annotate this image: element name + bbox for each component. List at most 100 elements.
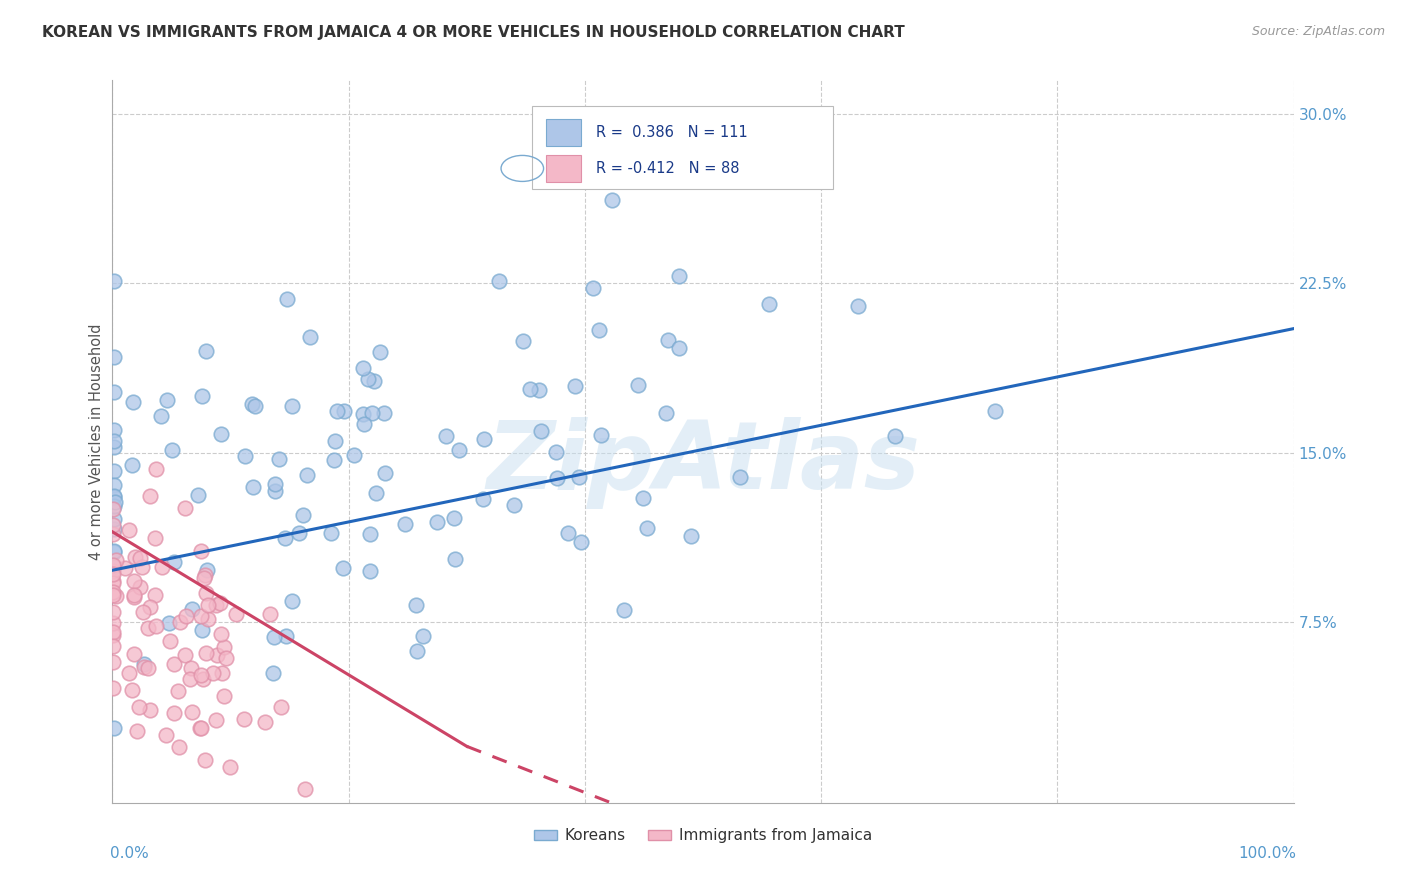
Point	[846, 300, 869, 314]
Point	[195, 586, 218, 600]
Point	[145, 588, 167, 602]
Point	[368, 345, 391, 359]
Point	[488, 274, 510, 288]
Point	[194, 753, 217, 767]
Point	[174, 501, 197, 516]
Point	[240, 397, 263, 411]
Point	[472, 432, 495, 446]
Text: KOREAN VS IMMIGRANTS FROM JAMAICA 4 OR MORE VEHICLES IN HOUSEHOLD CORRELATION CH: KOREAN VS IMMIGRANTS FROM JAMAICA 4 OR M…	[42, 25, 905, 40]
Point	[361, 406, 384, 420]
Point	[105, 589, 128, 603]
Point	[582, 281, 605, 295]
FancyBboxPatch shape	[531, 105, 832, 189]
Point	[984, 404, 1007, 418]
Point	[668, 342, 690, 356]
Point	[472, 491, 495, 506]
Point	[124, 588, 146, 602]
Point	[194, 343, 217, 358]
Point	[243, 399, 266, 413]
Point	[204, 713, 226, 727]
Point	[118, 523, 141, 537]
Point	[242, 480, 264, 494]
Point	[122, 574, 145, 589]
Point	[884, 428, 907, 442]
Point	[626, 377, 648, 392]
Point	[156, 392, 179, 407]
Text: R = -0.412   N = 88: R = -0.412 N = 88	[596, 161, 740, 176]
Point	[103, 385, 125, 400]
Point	[132, 660, 155, 674]
Point	[155, 728, 177, 742]
Point	[103, 274, 125, 288]
Point	[274, 531, 297, 545]
Point	[195, 563, 218, 577]
Point	[405, 644, 427, 658]
Point	[103, 499, 125, 513]
Text: R =  0.386   N = 111: R = 0.386 N = 111	[596, 125, 747, 140]
Point	[167, 739, 190, 754]
Point	[129, 551, 152, 566]
Point	[205, 648, 228, 662]
Point	[209, 596, 232, 610]
Point	[269, 452, 291, 467]
Point	[179, 672, 201, 686]
Point	[212, 640, 235, 654]
Point	[191, 624, 214, 638]
Point	[322, 452, 344, 467]
Point	[122, 395, 145, 409]
Point	[118, 666, 141, 681]
Point	[124, 550, 146, 565]
Point	[294, 782, 316, 797]
Point	[103, 721, 125, 735]
Point	[209, 627, 232, 641]
Point	[190, 543, 212, 558]
Point	[136, 661, 159, 675]
Point	[169, 615, 191, 629]
Point	[139, 489, 162, 503]
Point	[181, 601, 204, 615]
Point	[136, 621, 159, 635]
Point	[613, 603, 636, 617]
Point	[104, 553, 127, 567]
Point	[138, 600, 160, 615]
Point	[174, 608, 197, 623]
Point	[101, 574, 124, 588]
Point	[205, 598, 228, 612]
Point	[412, 629, 434, 643]
Point	[394, 516, 416, 531]
Point	[190, 721, 212, 735]
Legend: Koreans, Immigrants from Jamaica: Koreans, Immigrants from Jamaica	[527, 822, 879, 849]
Point	[101, 526, 124, 541]
Point	[679, 529, 702, 543]
Point	[103, 489, 125, 503]
Point	[298, 329, 321, 343]
Point	[131, 560, 153, 574]
Point	[101, 639, 124, 653]
FancyBboxPatch shape	[546, 154, 581, 182]
Point	[129, 580, 152, 594]
Point	[444, 552, 467, 566]
Point	[502, 499, 524, 513]
Point	[569, 534, 592, 549]
Text: Source: ZipAtlas.com: Source: ZipAtlas.com	[1251, 25, 1385, 38]
Text: 100.0%: 100.0%	[1237, 847, 1296, 861]
Point	[103, 423, 125, 437]
Point	[297, 467, 319, 482]
Point	[103, 434, 125, 448]
Point	[323, 434, 346, 448]
Point	[191, 389, 214, 403]
Point	[546, 471, 568, 485]
Point	[364, 486, 387, 500]
Point	[276, 293, 298, 307]
Point	[121, 682, 143, 697]
Point	[426, 516, 449, 530]
Point	[101, 615, 124, 630]
Point	[262, 666, 284, 681]
Point	[359, 527, 381, 541]
Point	[373, 406, 395, 420]
Point	[333, 404, 356, 418]
Point	[132, 657, 155, 672]
Point	[281, 594, 304, 608]
Point	[264, 477, 287, 491]
Point	[103, 490, 125, 504]
